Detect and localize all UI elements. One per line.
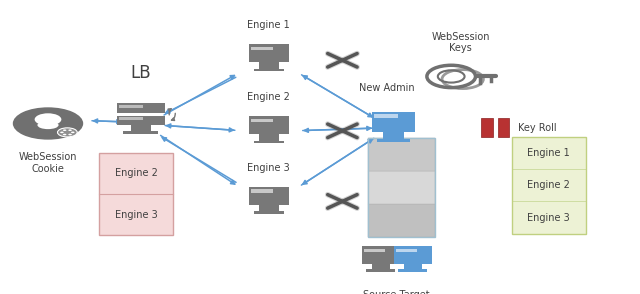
Circle shape [60,131,64,133]
Bar [368,138,435,171]
Bar [131,125,151,131]
Bar [249,116,289,129]
Bar [249,129,289,134]
Bar [512,137,586,169]
Bar [481,118,493,138]
Bar [383,132,404,139]
Bar [372,264,390,269]
Bar [372,126,415,132]
Bar [396,249,417,252]
Bar [119,117,143,120]
Bar [366,269,396,272]
Circle shape [63,134,67,135]
Text: Engine 1: Engine 1 [527,148,570,158]
Text: Engine 2: Engine 2 [527,180,570,190]
Text: Engine 3: Engine 3 [527,213,570,223]
Bar [394,259,431,264]
Text: Key Roll: Key Roll [518,123,557,133]
Circle shape [13,107,83,140]
Bar [251,47,273,50]
Text: Engine 2: Engine 2 [248,92,290,102]
Bar [368,138,435,237]
Ellipse shape [37,121,59,129]
Bar [259,205,278,211]
Bar [372,111,415,126]
Text: Engine 3: Engine 3 [248,163,290,173]
Bar [249,44,289,57]
Bar [377,139,410,142]
Circle shape [58,128,77,137]
Bar [368,204,435,237]
Bar [374,114,398,118]
Bar [123,131,159,134]
Bar [119,105,143,108]
Bar [394,246,431,259]
Text: Engine 2: Engine 2 [115,168,157,178]
Bar [512,137,586,234]
Bar [364,249,385,252]
Text: Engine 1: Engine 1 [248,20,290,30]
Bar [512,201,586,234]
Bar [253,141,284,143]
Bar [404,264,422,269]
Text: New Admin: New Admin [360,83,415,93]
Bar [249,187,289,200]
Text: Source Target: Source Target [364,290,430,294]
Bar [368,171,435,204]
Bar [398,269,428,272]
Circle shape [68,134,72,135]
Bar [249,57,289,62]
Bar [253,69,284,71]
Bar [253,211,284,214]
Text: WebSession
Keys: WebSession Keys [431,32,490,54]
Text: Engine 3: Engine 3 [115,210,157,220]
Bar [362,259,399,264]
Bar [259,62,278,69]
Circle shape [35,113,61,126]
Bar [249,200,289,205]
FancyBboxPatch shape [99,153,173,235]
Bar [116,116,165,125]
Bar [116,103,165,113]
Bar [498,118,509,138]
Text: LB: LB [131,64,151,83]
Bar [251,189,273,193]
Bar [259,134,278,141]
Bar [251,119,273,122]
Circle shape [68,129,72,131]
Circle shape [63,129,67,131]
Circle shape [71,131,74,133]
Text: WebSession
Cookie: WebSession Cookie [19,152,77,174]
Bar [362,246,399,259]
Bar [512,169,586,201]
